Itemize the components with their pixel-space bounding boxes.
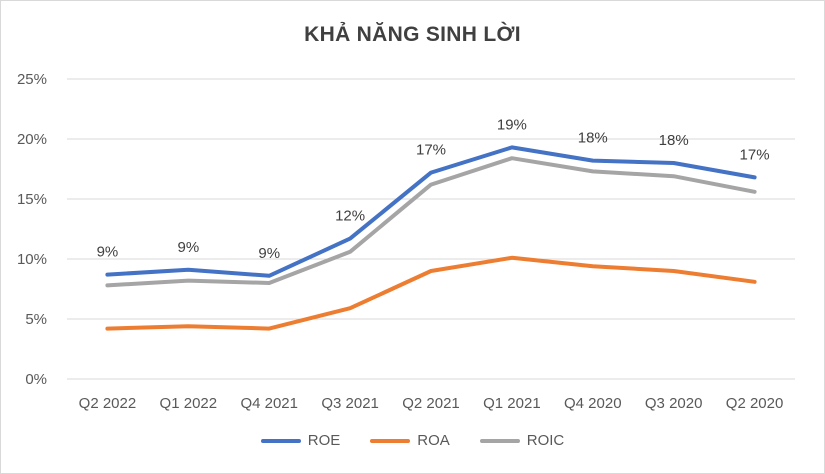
data-label-roe: 18% <box>659 132 689 149</box>
x-tick-label: Q1 2022 <box>160 395 218 412</box>
legend-label-roic: ROIC <box>526 432 565 449</box>
series-lines <box>105 145 757 331</box>
y-axis-ticks: 0% 5% 10% 15% 20% 25% <box>17 71 47 388</box>
y-tick-label: 0% <box>25 371 47 388</box>
line-chart: 0% 5% 10% 15% 20% 25% Q2 2022 Q1 2022 Q4 2021 Q3… <box>17 71 795 412</box>
legend-item-roic[interactable]: ROIC <box>479 432 565 449</box>
chart-title: KHẢ NĂNG SINH LỜI <box>304 23 521 46</box>
legend-swatch-roe <box>260 438 301 443</box>
legend-item-roe[interactable]: ROE <box>260 432 341 449</box>
series-line-roe <box>105 145 757 278</box>
y-tick-label: 25% <box>17 71 47 88</box>
x-tick-label: Q3 2020 <box>645 395 703 412</box>
data-label-roe: 17% <box>416 142 446 159</box>
gridlines <box>67 78 795 380</box>
series-line-roic <box>105 156 757 288</box>
data-label-roe: 12% <box>335 208 365 225</box>
data-label-roe: 9% <box>97 244 119 261</box>
y-tick-label: 20% <box>17 131 47 148</box>
data-label-roe: 9% <box>258 245 280 262</box>
x-tick-label: Q2 2022 <box>79 395 137 412</box>
x-axis-ticks: Q2 2022 Q1 2022 Q4 2021 Q3 2021 Q2 2021 Q1 20… <box>79 395 784 412</box>
data-label-roe: 19% <box>497 116 527 133</box>
legend-swatch-roa <box>370 438 411 443</box>
data-label-roe: 18% <box>578 130 608 147</box>
x-tick-label: Q1 2021 <box>483 395 541 412</box>
x-tick-label: Q4 2021 <box>240 395 298 412</box>
legend: ROE ROA ROIC <box>1 432 824 449</box>
legend-item-roa[interactable]: ROA <box>370 432 450 449</box>
data-label-roe: 17% <box>740 146 770 163</box>
y-tick-label: 15% <box>17 191 47 208</box>
series-line-roa <box>105 255 757 331</box>
y-tick-label: 5% <box>25 311 47 328</box>
data-labels: 9% 9% 9% 12% 17% 19% 18% 18% 17% <box>97 116 770 261</box>
legend-label-roa: ROA <box>417 432 450 449</box>
legend-label-roe: ROE <box>307 432 341 449</box>
x-tick-label: Q4 2020 <box>564 395 622 412</box>
data-label-roe: 9% <box>177 239 199 256</box>
x-tick-label: Q3 2021 <box>321 395 379 412</box>
y-tick-label: 10% <box>17 251 47 268</box>
legend-swatch-roic <box>479 438 520 443</box>
x-tick-label: Q2 2020 <box>726 395 784 412</box>
x-tick-label: Q2 2021 <box>402 395 460 412</box>
